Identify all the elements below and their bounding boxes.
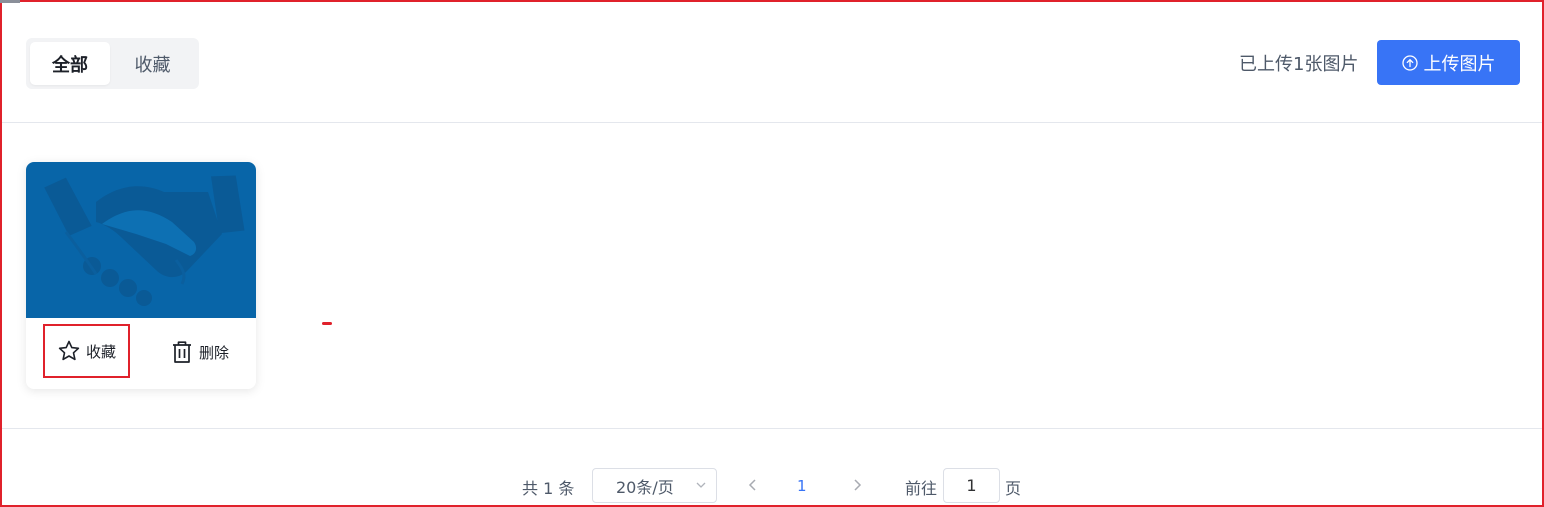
upload-circle-icon <box>1401 54 1418 71</box>
page-size-value: 20条/页 <box>616 477 674 497</box>
page-suffix-label: 页 <box>1005 479 1022 498</box>
page-size-select[interactable]: 20条/页 <box>592 468 717 503</box>
tab-favorites[interactable]: 收藏 <box>134 54 171 76</box>
delete-label: 删除 <box>199 343 230 362</box>
image-thumbnail[interactable] <box>26 162 256 318</box>
delete-button[interactable]: 删除 <box>171 332 229 372</box>
chevron-right-icon[interactable] <box>850 478 864 492</box>
upload-count-text: 已上传1张图片 <box>1239 54 1359 75</box>
star-icon <box>58 340 80 361</box>
upload-button-label: 上传图片 <box>1423 53 1496 75</box>
pagination-total: 共 1 条 <box>522 479 575 498</box>
footer-divider <box>2 428 1542 429</box>
annotation-mark <box>322 322 332 325</box>
favorite-button[interactable]: 收藏 <box>43 324 130 378</box>
corner-mark <box>0 0 20 3</box>
toolbar-header: 全部 收藏 已上传1张图片 上传图片 <box>2 2 1542 123</box>
tab-all[interactable]: 全部 <box>30 42 110 85</box>
favorite-label: 收藏 <box>85 342 116 361</box>
trash-icon <box>173 341 191 363</box>
filter-segmented-control: 全部 收藏 <box>26 38 199 89</box>
page-number-current[interactable]: 1 <box>797 477 807 495</box>
handshake-icon <box>44 175 245 306</box>
image-card: 收藏 删除 <box>26 162 256 389</box>
card-actions: 收藏 删除 <box>26 318 256 389</box>
chevron-down-icon <box>696 482 706 488</box>
goto-page-input[interactable] <box>943 468 1000 503</box>
goto-label: 前往 <box>905 479 938 498</box>
upload-image-button[interactable]: 上传图片 <box>1377 40 1520 85</box>
chevron-left-icon[interactable] <box>746 478 760 492</box>
pagination: 共 1 条 20条/页 1 前往 页 <box>0 468 1544 504</box>
